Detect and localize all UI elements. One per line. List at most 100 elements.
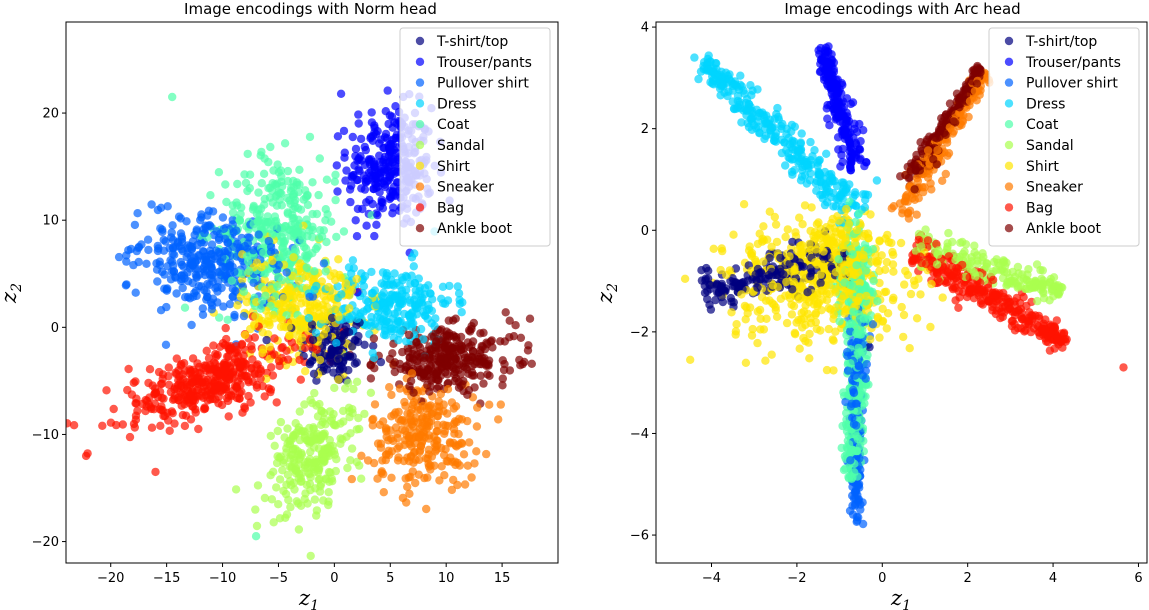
legend-marker — [415, 140, 425, 150]
scatter-point — [369, 161, 379, 170]
scatter-point — [736, 71, 745, 80]
scatter-point — [731, 330, 740, 339]
scatter-point — [753, 338, 762, 348]
scatter-point — [126, 244, 136, 254]
scatter-point — [237, 269, 247, 278]
scatter-point — [351, 216, 360, 225]
scatter-point — [414, 470, 423, 479]
scatter-point — [473, 403, 482, 412]
scatter-point — [230, 354, 240, 364]
scatter-point — [387, 473, 396, 482]
scatter-point — [324, 488, 333, 497]
legend-label: Trouser/pants — [436, 55, 532, 71]
scatter-point — [402, 418, 411, 427]
scatter-point — [409, 388, 418, 397]
scatter-point — [460, 350, 469, 359]
scatter-point — [280, 139, 290, 148]
scatter-point — [306, 307, 315, 316]
scatter-point — [988, 306, 997, 315]
scatter-point — [249, 278, 258, 287]
legend-label: Sandal — [437, 138, 485, 154]
scatter-point — [227, 276, 236, 285]
scatter-point — [938, 176, 947, 185]
scatter-point — [289, 253, 298, 262]
scatter-point — [438, 282, 448, 291]
scatter-point — [235, 215, 244, 225]
scatter-point — [161, 340, 171, 349]
scatter-point — [341, 353, 350, 362]
scatter-point — [311, 328, 321, 338]
scatter-point — [311, 244, 321, 254]
scatter-point — [927, 185, 936, 194]
scatter-point — [897, 302, 906, 312]
scatter-point — [739, 200, 749, 209]
scatter-point — [393, 167, 402, 177]
scatter-point — [430, 461, 439, 470]
scatter-point — [327, 313, 337, 323]
scatter-point — [412, 338, 421, 347]
x-axis-label: z1 — [298, 586, 319, 610]
scatter-point — [316, 435, 325, 445]
legend-label: Pullover shirt — [437, 76, 529, 92]
scatter-point — [172, 289, 181, 298]
scatter-point — [147, 200, 156, 209]
scatter-point — [295, 165, 304, 174]
scatter-point — [267, 495, 277, 504]
scatter-point — [367, 211, 376, 220]
scatter-point — [795, 344, 804, 353]
scatter-point — [207, 249, 216, 259]
scatter-point — [457, 439, 467, 448]
scatter-point — [277, 201, 286, 210]
scatter-point — [450, 429, 459, 438]
scatter-point — [134, 243, 143, 253]
scatter-point — [153, 241, 162, 251]
scatter-points — [680, 42, 1128, 529]
scatter-point — [301, 343, 310, 353]
scatter-point — [267, 363, 276, 372]
scatter-point — [305, 132, 315, 142]
scatter-point — [143, 235, 153, 244]
scatter-point — [130, 423, 139, 432]
scatter-point — [217, 400, 227, 410]
legend-item: Sandal — [415, 138, 485, 154]
scatter-point — [505, 333, 514, 342]
scatter-point — [823, 114, 832, 123]
legend-item: Sneaker — [415, 180, 494, 196]
scatter-point — [505, 316, 514, 325]
legend-marker — [415, 99, 425, 108]
scatter-point — [243, 149, 252, 159]
scatter-point — [406, 452, 415, 461]
scatter-point — [333, 282, 342, 291]
legend-marker — [415, 78, 425, 87]
scatter-point — [291, 419, 300, 428]
legend-label: Coat — [437, 117, 470, 133]
scatter-point — [348, 342, 357, 351]
scatter-point — [359, 307, 368, 316]
scatter-point — [347, 474, 356, 484]
scatter-point — [235, 363, 244, 372]
scatter-point — [405, 382, 414, 391]
scatter-point — [896, 238, 906, 248]
scatter-point — [295, 355, 304, 365]
scatter-point — [323, 302, 332, 312]
scatter-point — [332, 338, 341, 348]
scatter-point — [268, 371, 278, 380]
scatter-point — [346, 197, 355, 207]
scatter-point — [472, 447, 481, 456]
scatter-point — [345, 304, 354, 313]
scatter-point — [387, 112, 397, 121]
scatter-point — [256, 151, 265, 160]
scatter-point — [324, 282, 333, 292]
scatter-point — [273, 160, 282, 169]
scatter-point — [307, 320, 317, 329]
scatter-point — [336, 439, 345, 448]
scatter-point — [423, 380, 432, 390]
scatter-point — [367, 108, 376, 117]
scatter-point — [444, 378, 453, 388]
scatter-point — [352, 425, 361, 434]
scatter-point — [305, 437, 314, 446]
scatter-point — [443, 457, 453, 466]
scatter-point — [315, 355, 325, 365]
norm-head-chart: Image encodings with Norm head −20 −15 −10… — [0, 0, 559, 610]
scatter-point — [155, 405, 164, 414]
